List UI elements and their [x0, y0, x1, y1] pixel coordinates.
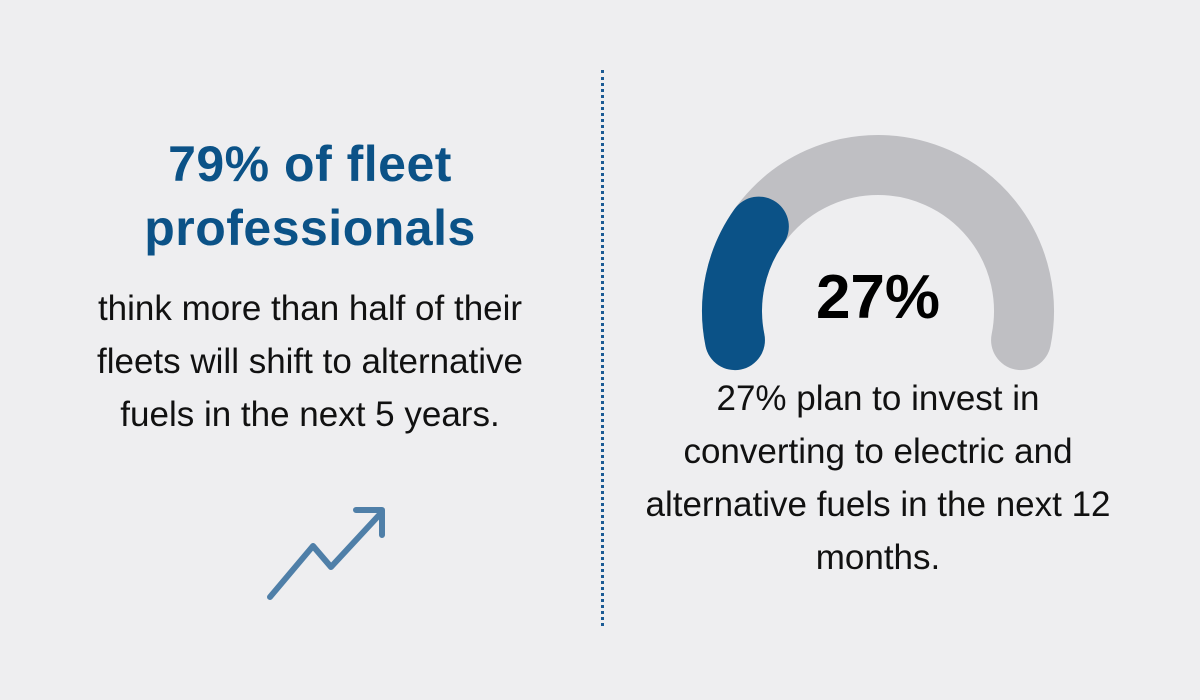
gauge-value-label: 27%	[815, 263, 941, 332]
headline: 79% of fleet professionals	[60, 132, 560, 260]
left-stat: 79% of fleet professionals think more th…	[60, 132, 560, 441]
dotted-divider	[601, 70, 604, 626]
headline-line-2: professionals	[144, 200, 476, 256]
gauge-fill	[702, 196, 789, 371]
right-body-text: 27% plan to invest in converting to elec…	[645, 379, 1111, 577]
headline-line-1: 79% of fleet	[168, 136, 452, 192]
trend-up-arrow-icon	[267, 510, 384, 600]
trend-up-arrow-head	[353, 507, 385, 538]
left-body-text: think more than half of their fleets wil…	[96, 289, 523, 434]
